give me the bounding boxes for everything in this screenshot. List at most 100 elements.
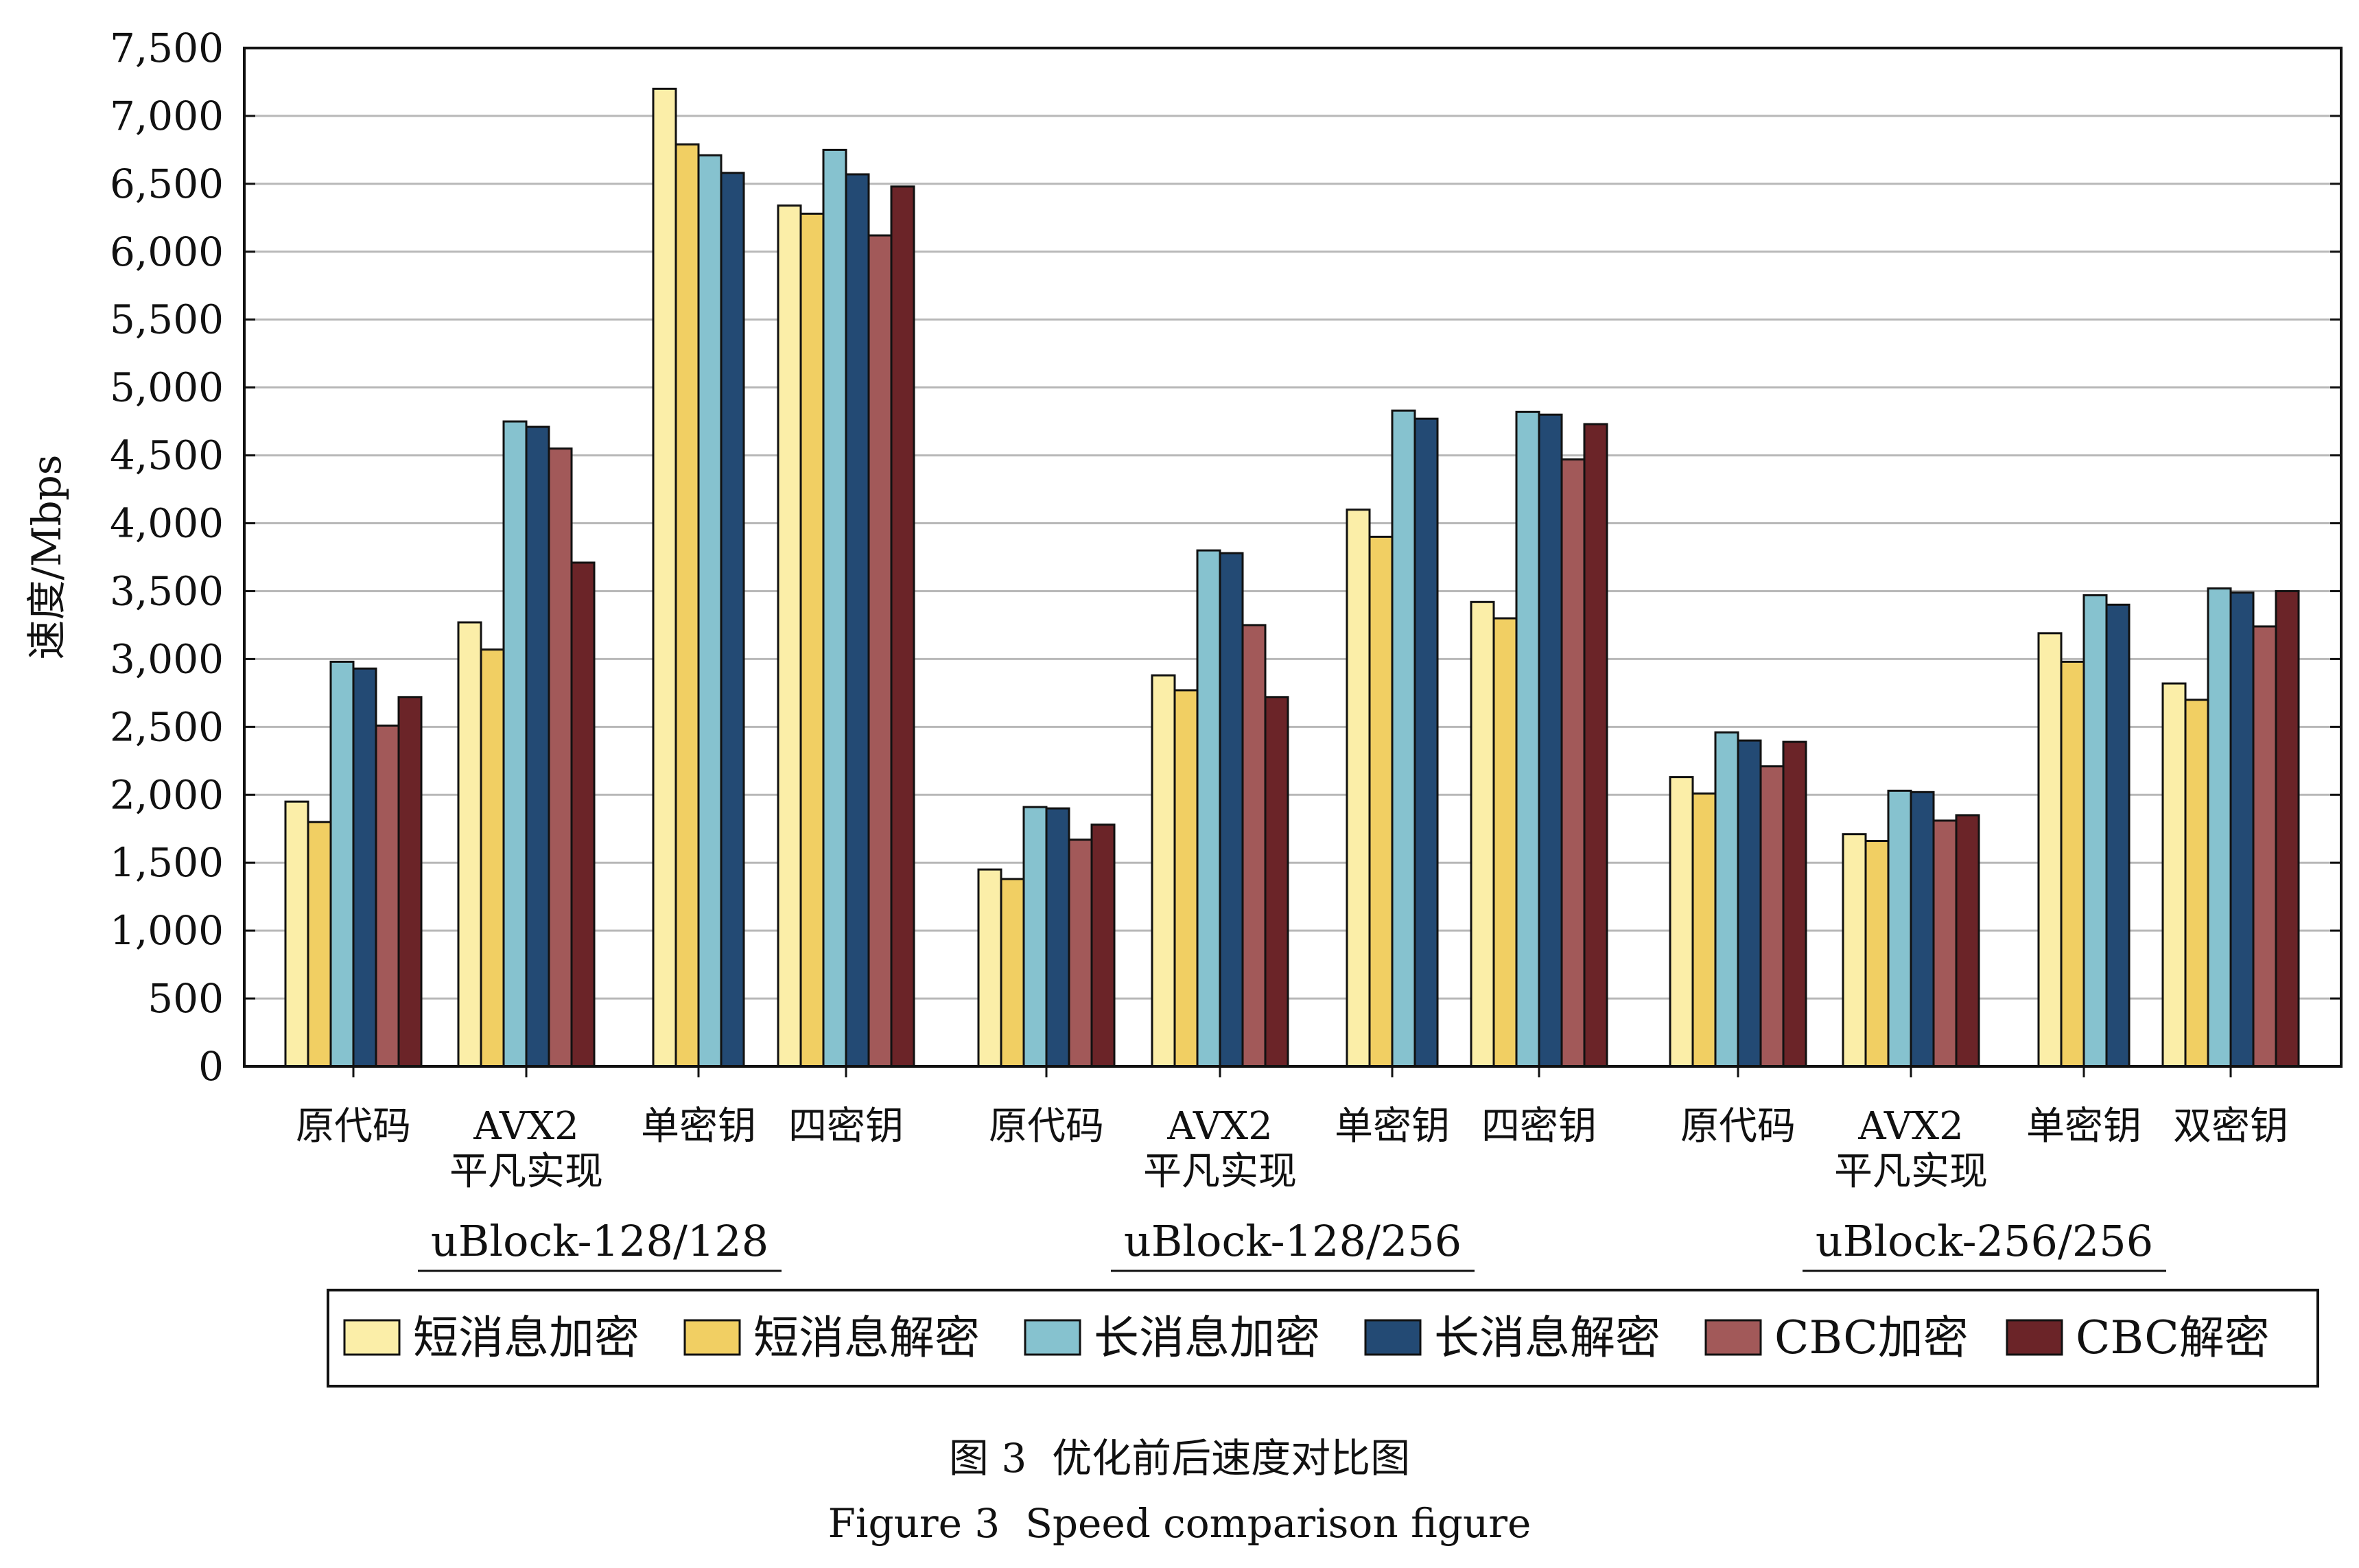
- bar: [1737, 739, 1762, 1068]
- y-tick-label: 3,000: [110, 635, 224, 682]
- x-tick-label: 单密钥: [2026, 1104, 2141, 1149]
- y-tick-label: 4,000: [110, 500, 224, 547]
- x-tick-label: 双密钥: [2173, 1104, 2288, 1149]
- y-tick-label: 1,000: [110, 907, 224, 954]
- group-label: uBlock-128/256: [1124, 1216, 1462, 1266]
- bar: [720, 172, 745, 1068]
- bar: [525, 425, 550, 1068]
- bar: [1241, 624, 1267, 1068]
- legend: 短消息加密 短消息解密 长消息加密 长消息解密 CBC加密 CBC解密: [327, 1289, 2319, 1388]
- bar: [1391, 409, 1416, 1068]
- x-tick-label: 平凡实现: [1143, 1149, 1297, 1194]
- bar: [652, 87, 677, 1068]
- bar: [1955, 814, 1980, 1068]
- x-tick-label: 平凡实现: [449, 1149, 603, 1194]
- bar: [1413, 417, 1439, 1068]
- x-tick-label: AVX2: [1166, 1104, 1273, 1149]
- bar: [845, 173, 870, 1068]
- y-tick-label: 7,500: [110, 25, 224, 71]
- plot-frame: [243, 47, 2343, 1068]
- bar: [1560, 458, 1586, 1068]
- bar: [867, 234, 893, 1068]
- bar: [1045, 807, 1070, 1068]
- bar: [822, 148, 847, 1068]
- bar: [2105, 603, 2131, 1068]
- bar: [1000, 878, 1025, 1068]
- y-tick-label: 5,500: [110, 296, 224, 343]
- y-tick-label: 6,500: [110, 161, 224, 207]
- y-tick-label: 5,000: [110, 364, 224, 411]
- x-tick-label: 四密钥: [788, 1104, 904, 1149]
- bar: [1470, 600, 1495, 1068]
- bar: [1932, 819, 1958, 1068]
- bar: [1090, 823, 1116, 1068]
- legend-swatch: [1704, 1319, 1762, 1356]
- group-label: uBlock-256/256: [1816, 1216, 2153, 1266]
- bar: [548, 447, 573, 1068]
- bar: [2161, 682, 2187, 1068]
- bar: [284, 800, 309, 1068]
- y-tick-label: 7,000: [110, 93, 224, 139]
- bar: [1068, 839, 1093, 1068]
- bar: [1346, 508, 1371, 1068]
- bar: [1538, 413, 1563, 1068]
- legend-label: 短消息解密: [753, 1311, 980, 1364]
- bars: [284, 87, 2300, 1068]
- bar: [777, 204, 802, 1068]
- x-tick-label: 单密钥: [641, 1104, 756, 1149]
- y-axis-ticks: 0 500 1,000 1,500 2,000 2,500 3,000 3,500 4,000 4…: [110, 25, 2341, 1090]
- legend-swatch: [1364, 1319, 1422, 1356]
- x-tick-label: 原代码: [1680, 1104, 1796, 1149]
- bar: [977, 868, 1002, 1068]
- x-tick-label: 平凡实现: [1834, 1149, 1988, 1194]
- y-tick-label: 0: [198, 1043, 224, 1090]
- legend-box: [327, 1289, 2319, 1388]
- bar: [1219, 552, 1244, 1068]
- bar: [1910, 791, 1935, 1068]
- y-tick-label: 3,500: [110, 567, 224, 614]
- x-tick-label: AVX2: [1857, 1104, 1964, 1149]
- bar: [2229, 591, 2255, 1068]
- bar: [1492, 617, 1518, 1068]
- legend-label: CBC加密: [1774, 1311, 1969, 1364]
- caption-zh: 图 3 优化前后速度对比图: [949, 1435, 1410, 1482]
- x-tick-label: 单密钥: [1335, 1104, 1450, 1149]
- y-tick-label: 2,000: [110, 771, 224, 818]
- bar: [1173, 689, 1199, 1068]
- legend-label: 短消息加密: [413, 1311, 639, 1364]
- bar: [1759, 765, 1785, 1068]
- bar: [397, 696, 423, 1068]
- bar: [1714, 731, 1739, 1068]
- bar: [1583, 423, 1608, 1068]
- group-labels: uBlock-128/128 uBlock-128/256 uBlock-256/2…: [418, 1216, 2166, 1272]
- bar: [457, 621, 482, 1068]
- bar: [2037, 632, 2063, 1068]
- legend-label: 长消息加密: [1094, 1311, 1320, 1364]
- bar: [307, 821, 332, 1068]
- y-tick-label: 2,500: [110, 703, 224, 750]
- bar: [1515, 410, 1540, 1068]
- y-tick-label: 4,500: [110, 432, 224, 479]
- bar: [1887, 789, 1912, 1068]
- bar: [2207, 587, 2232, 1068]
- bar: [799, 212, 825, 1068]
- bar: [329, 660, 355, 1068]
- legend-swatch: [683, 1319, 741, 1356]
- x-tick-label: 原代码: [989, 1104, 1104, 1149]
- bar: [2184, 699, 2209, 1068]
- legend-swatch: [1024, 1319, 1081, 1356]
- bar: [2275, 589, 2300, 1068]
- bar: [1368, 535, 1394, 1068]
- bar: [1151, 674, 1176, 1068]
- caption-en: Figure 3 Speed comparison figure: [828, 1500, 1531, 1547]
- bar: [1264, 696, 1289, 1068]
- bar: [2082, 594, 2108, 1068]
- bar: [1864, 840, 1890, 1068]
- bar: [697, 154, 723, 1068]
- bar: [2060, 660, 2085, 1068]
- bar: [1196, 549, 1221, 1068]
- bar: [890, 185, 915, 1068]
- bar: [352, 667, 377, 1068]
- bar: [375, 724, 400, 1068]
